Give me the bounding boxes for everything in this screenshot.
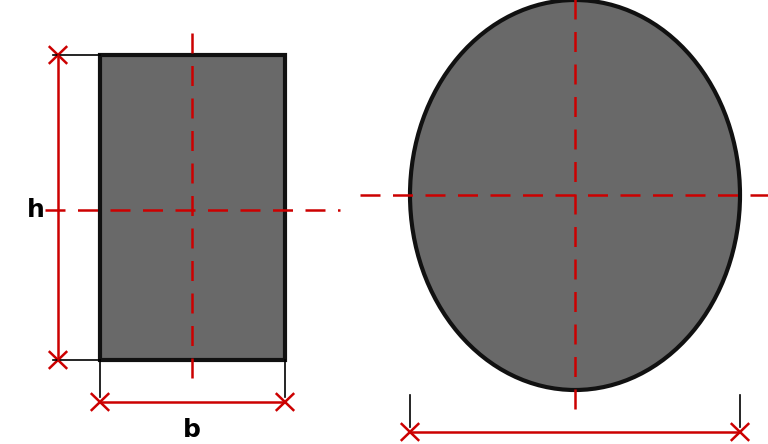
Ellipse shape (410, 0, 740, 390)
Text: b: b (183, 418, 201, 442)
Bar (100, 55, 285, 360)
Text: h: h (27, 198, 45, 222)
